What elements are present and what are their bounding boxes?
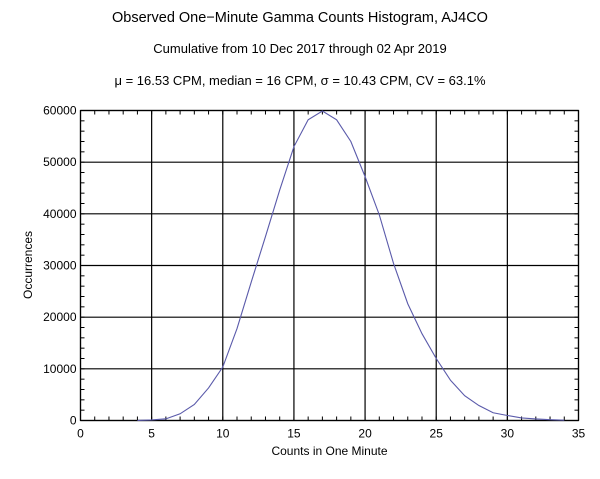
chart-title: Observed One−Minute Gamma Counts Histogr… [112, 10, 488, 26]
y-tick-label: 0 [70, 414, 77, 428]
x-tick-label: 25 [430, 427, 444, 441]
histogram-line [137, 110, 565, 421]
x-tick-label: 10 [216, 427, 230, 441]
x-tick-label: 5 [148, 427, 155, 441]
x-tick-label: 35 [572, 427, 586, 441]
plot-frame [79, 109, 580, 422]
x-axis-label: Counts in One Minute [271, 444, 388, 458]
chart-stats: μ = 16.53 CPM, median = 16 CPM, σ = 10.4… [114, 73, 486, 88]
x-tick-label: 30 [501, 427, 515, 441]
x-tick-label: 15 [287, 427, 301, 441]
x-tick-label: 20 [358, 427, 372, 441]
y-tick-label: 60000 [43, 104, 77, 118]
y-tick-label: 30000 [43, 259, 77, 273]
x-tick-label: 0 [77, 427, 84, 441]
y-axis-label: Occurrences [21, 230, 35, 300]
y-tick-label: 20000 [43, 310, 77, 324]
y-tick-label: 10000 [43, 362, 77, 376]
chart-subtitle: Cumulative from 10 Dec 2017 through 02 A… [153, 41, 447, 56]
y-tick-label: 40000 [43, 207, 77, 221]
y-tick-label: 50000 [43, 155, 77, 169]
